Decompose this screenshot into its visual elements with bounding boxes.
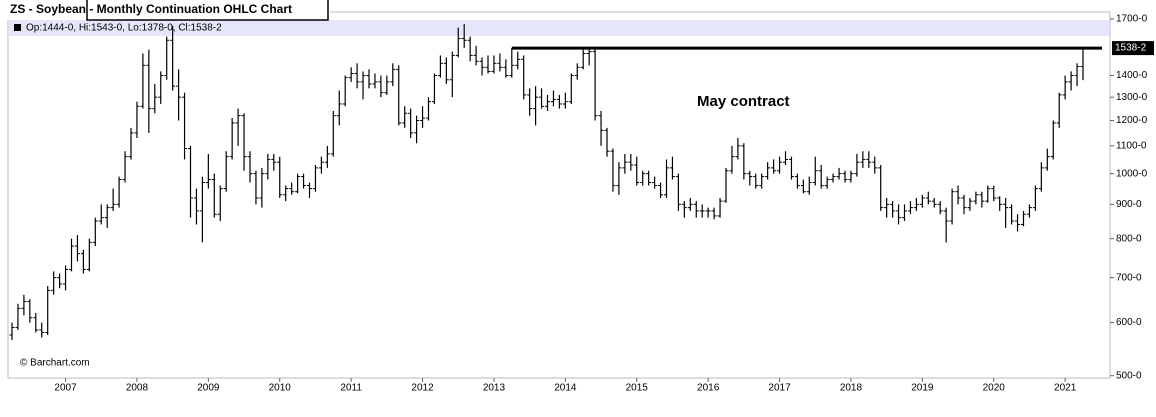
y-tick-label: 800-0 — [1116, 233, 1142, 244]
y-tick-label: 700-0 — [1116, 272, 1142, 283]
y-tick-label: 900-0 — [1116, 199, 1142, 210]
y-tick-label: 1400-0 — [1116, 70, 1148, 81]
x-tick-label: 2017 — [768, 383, 791, 394]
plot-frame — [7, 11, 1111, 379]
y-tick-label: 1300-0 — [1116, 92, 1148, 103]
legend-text: Op:1444-0, Hi:1543-0, Lo:1378-0, Cl:1538… — [26, 23, 222, 34]
x-tick-label: 2016 — [697, 383, 720, 394]
y-tick-label: 1000-0 — [1116, 168, 1148, 179]
x-tick-label: 2009 — [197, 383, 220, 394]
last-price-box — [1112, 41, 1154, 56]
y-tick-label: 1100-0 — [1116, 140, 1147, 151]
x-tick-label: 2019 — [911, 383, 934, 394]
y-tick-label: 1200-0 — [1116, 115, 1148, 126]
x-tick-label: 2018 — [840, 383, 863, 394]
source: © Barchart.com — [20, 358, 90, 369]
bars — [9, 24, 1086, 341]
annotation: May contract — [697, 93, 790, 110]
x-tick-label: 2010 — [269, 383, 292, 394]
y-tick-label: 600-0 — [1116, 317, 1142, 328]
x-tick-label: 2007 — [54, 383, 77, 394]
x-tick-label: 2008 — [126, 383, 149, 394]
y-tick-label: 1700-0 — [1116, 14, 1148, 25]
x-tick-label: 2021 — [1054, 383, 1077, 394]
x-tick-label: 2020 — [983, 383, 1006, 394]
legend-swatch — [14, 24, 21, 31]
title-box — [86, 0, 329, 21]
legend-band — [9, 20, 1109, 36]
y-tick-label: 500-0 — [1116, 370, 1142, 381]
last-price-label: 1538-2 — [1115, 43, 1147, 54]
chart-title: ZS - Soybean - Monthly Continuation OHLC… — [10, 2, 292, 16]
x-tick-label: 2012 — [411, 383, 434, 394]
title-bg — [0, 0, 330, 20]
x-tick-label: 2015 — [626, 383, 649, 394]
x-tick-label: 2013 — [483, 383, 506, 394]
x-tick-label: 2011 — [340, 383, 362, 394]
x-tick-label: 2014 — [554, 383, 577, 394]
